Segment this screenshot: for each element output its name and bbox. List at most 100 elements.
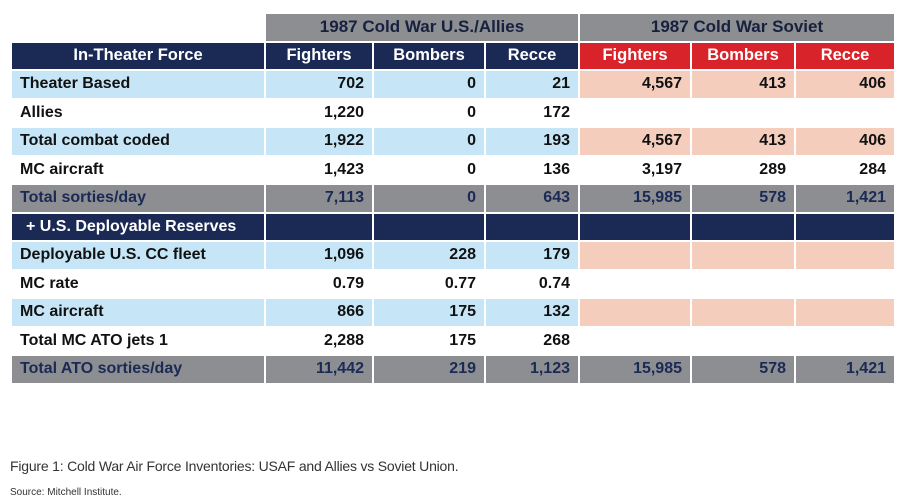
table-row: Total combat coded 1,922 0 193 4,567 413… — [10, 126, 896, 157]
column-header-soviet-fighters: Fighters — [578, 40, 692, 71]
cell-us-bombers: 0 — [372, 126, 486, 157]
cell-us-recce — [484, 211, 580, 242]
group-header-blank — [10, 12, 266, 43]
row-label: MC aircraft — [10, 297, 266, 328]
row-label: Total sorties/day — [10, 183, 266, 214]
row-label: MC aircraft — [10, 154, 266, 185]
cell-soviet-recce — [794, 297, 896, 328]
cell-us-bombers: 0 — [372, 154, 486, 185]
cell-us-fighters: 2,288 — [264, 325, 374, 356]
row-label: Allies — [10, 97, 266, 128]
table-row: Theater Based 702 0 21 4,567 413 406 — [10, 69, 896, 100]
column-header-us-recce: Recce — [484, 40, 580, 71]
group-header-us: 1987 Cold War U.S./Allies — [264, 12, 580, 43]
cell-soviet-fighters — [578, 97, 692, 128]
cell-soviet-bombers: 413 — [690, 69, 796, 100]
table-row: MC aircraft 866 175 132 — [10, 297, 896, 328]
cell-soviet-recce: 406 — [794, 126, 896, 157]
cell-soviet-bombers — [690, 211, 796, 242]
cell-soviet-recce: 406 — [794, 69, 896, 100]
cell-us-fighters: 702 — [264, 69, 374, 100]
column-header-us-fighters: Fighters — [264, 40, 374, 71]
row-label: Theater Based — [10, 69, 266, 100]
inventory-table: 1987 Cold War U.S./Allies 1987 Cold War … — [10, 12, 896, 385]
cell-soviet-recce — [794, 211, 896, 242]
group-header-soviet: 1987 Cold War Soviet — [578, 12, 896, 43]
table-row: MC rate 0.79 0.77 0.74 — [10, 268, 896, 299]
cell-soviet-bombers — [690, 240, 796, 271]
cell-us-recce: 193 — [484, 126, 580, 157]
cell-soviet-recce — [794, 97, 896, 128]
row-label: MC rate — [10, 268, 266, 299]
cell-soviet-recce — [794, 268, 896, 299]
group-header-row: 1987 Cold War U.S./Allies 1987 Cold War … — [10, 12, 896, 43]
cell-us-recce: 132 — [484, 297, 580, 328]
cell-soviet-bombers — [690, 325, 796, 356]
cell-soviet-recce: 284 — [794, 154, 896, 185]
cell-soviet-fighters — [578, 297, 692, 328]
cell-us-fighters: 1,423 — [264, 154, 374, 185]
figure-caption: Figure 1: Cold War Air Force Inventories… — [10, 458, 459, 474]
cell-us-fighters — [264, 211, 374, 242]
cell-us-recce: 136 — [484, 154, 580, 185]
table-row: Total MC ATO jets 1 2,288 175 268 — [10, 325, 896, 356]
column-header-soviet-bombers: Bombers — [690, 40, 796, 71]
cell-soviet-recce — [794, 240, 896, 271]
cell-soviet-bombers — [690, 297, 796, 328]
row-label: Total ATO sorties/day — [10, 354, 266, 385]
cell-us-recce: 179 — [484, 240, 580, 271]
cell-soviet-bombers: 289 — [690, 154, 796, 185]
cell-soviet-recce: 1,421 — [794, 183, 896, 214]
table-row: Deployable U.S. CC fleet 1,096 228 179 — [10, 240, 896, 271]
cell-us-recce: 0.74 — [484, 268, 580, 299]
cell-us-bombers: 0 — [372, 69, 486, 100]
cell-us-bombers: 219 — [372, 354, 486, 385]
cell-us-fighters: 11,442 — [264, 354, 374, 385]
cell-soviet-fighters: 15,985 — [578, 183, 692, 214]
cell-soviet-fighters: 3,197 — [578, 154, 692, 185]
column-header-in-theater-force: In-Theater Force — [10, 40, 266, 71]
cell-us-recce: 21 — [484, 69, 580, 100]
cell-us-bombers: 175 — [372, 325, 486, 356]
cell-us-recce: 1,123 — [484, 354, 580, 385]
cell-soviet-fighters — [578, 240, 692, 271]
row-label: Deployable U.S. CC fleet — [10, 240, 266, 271]
cell-soviet-bombers — [690, 97, 796, 128]
row-label: Total MC ATO jets 1 — [10, 325, 266, 356]
cell-soviet-recce — [794, 325, 896, 356]
cell-soviet-fighters: 4,567 — [578, 126, 692, 157]
cell-us-fighters: 866 — [264, 297, 374, 328]
cell-us-bombers: 0 — [372, 97, 486, 128]
cell-us-bombers: 0.77 — [372, 268, 486, 299]
cell-soviet-fighters — [578, 325, 692, 356]
section-label: + U.S. Deployable Reserves — [10, 211, 266, 242]
column-header-soviet-recce: Recce — [794, 40, 896, 71]
cell-soviet-bombers: 578 — [690, 354, 796, 385]
cell-us-fighters: 7,113 — [264, 183, 374, 214]
table-row: MC aircraft 1,423 0 136 3,197 289 284 — [10, 154, 896, 185]
cell-us-bombers: 0 — [372, 183, 486, 214]
cell-us-fighters: 1,220 — [264, 97, 374, 128]
cell-soviet-fighters: 15,985 — [578, 354, 692, 385]
cell-us-recce: 172 — [484, 97, 580, 128]
column-header-us-bombers: Bombers — [372, 40, 486, 71]
cell-us-bombers: 175 — [372, 297, 486, 328]
row-label: Total combat coded — [10, 126, 266, 157]
table-row: Allies 1,220 0 172 — [10, 97, 896, 128]
cell-us-fighters: 1,096 — [264, 240, 374, 271]
table-row-section: + U.S. Deployable Reserves — [10, 211, 896, 242]
cell-soviet-bombers: 413 — [690, 126, 796, 157]
cell-us-fighters: 1,922 — [264, 126, 374, 157]
cell-soviet-fighters — [578, 268, 692, 299]
cell-soviet-fighters — [578, 211, 692, 242]
cell-soviet-recce: 1,421 — [794, 354, 896, 385]
table-row-total: Total sorties/day 7,113 0 643 15,985 578… — [10, 183, 896, 214]
cell-soviet-bombers — [690, 268, 796, 299]
column-header-row: In-Theater Force Fighters Bombers Recce … — [10, 40, 896, 71]
cell-us-recce: 643 — [484, 183, 580, 214]
cell-us-recce: 268 — [484, 325, 580, 356]
cell-us-bombers — [372, 211, 486, 242]
cell-us-bombers: 228 — [372, 240, 486, 271]
cell-soviet-fighters: 4,567 — [578, 69, 692, 100]
source-note: Source: Mitchell Institute. — [10, 487, 122, 498]
